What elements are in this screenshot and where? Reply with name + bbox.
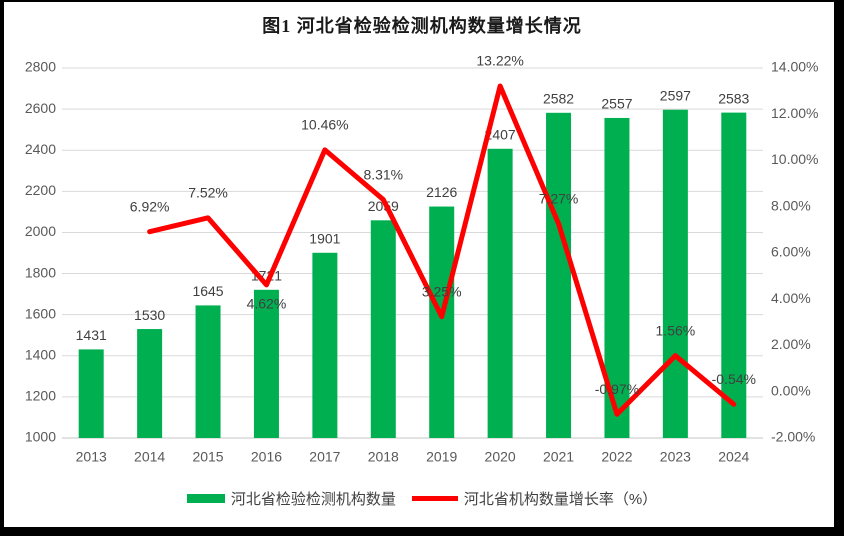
bar: [137, 329, 163, 438]
left-axis-tick-label: 1000: [25, 429, 56, 445]
bar-series-legend-label: 河北省检验检测机构数量: [230, 490, 396, 508]
left-axis-tick-label: 1200: [25, 388, 56, 404]
line-value-label: 6.92%: [130, 198, 170, 214]
frame-border-top: [0, 0, 844, 2]
x-axis-tick-label: 2018: [368, 449, 399, 465]
left-axis-tick-label: 1800: [25, 264, 56, 280]
left-axis-tick-label: 1400: [25, 346, 56, 362]
x-axis-tick-label: 2021: [543, 449, 574, 465]
left-axis-tick-label: 1600: [25, 305, 56, 321]
x-axis-tick-label: 2019: [426, 449, 457, 465]
bar-value-label: 2583: [718, 90, 749, 106]
frame-border-bottom: [0, 527, 844, 536]
chart-title: 图1 河北省检验检测机构数量增长情况: [262, 16, 582, 36]
bar: [312, 252, 338, 438]
x-axis-tick-label: 2015: [192, 449, 223, 465]
x-axis-tick-label: 2022: [601, 449, 632, 465]
line-value-label: 7.27%: [539, 190, 579, 206]
bar-value-label: 1530: [134, 307, 165, 323]
right-axis-tick-label: 8.00%: [771, 197, 811, 213]
bar-value-label: 1901: [309, 230, 340, 246]
bar: [370, 220, 396, 438]
growth-line: [147, 83, 737, 417]
right-axis-tick-label: 10.00%: [771, 151, 818, 167]
line-value-label: 1.56%: [656, 322, 696, 338]
x-axis-tick-label: 2024: [718, 449, 749, 465]
line-value-label: -0.97%: [595, 381, 639, 397]
left-axis-tick-label: 2200: [25, 182, 56, 198]
bar-value-label: 2582: [543, 91, 574, 107]
legend: 河北省检验检测机构数量 河北省机构数量增长率（%）: [0, 487, 844, 509]
right-axis-tick-label: 12.00%: [771, 105, 818, 121]
left-axis-tick-label: 2400: [25, 141, 56, 157]
line-value-label: 4.62%: [247, 296, 287, 312]
right-axis-tick-label: 4.00%: [771, 290, 811, 306]
right-axis-tick-label: 2.00%: [771, 336, 811, 352]
line-value-label: 10.46%: [301, 117, 348, 133]
line-value-label: -0.54%: [712, 371, 756, 387]
bar: [546, 112, 572, 439]
left-axis-tick-label: 2600: [25, 100, 56, 116]
right-axis-tick-label: 6.00%: [771, 244, 811, 260]
left-axis-tick-label: 2800: [25, 59, 56, 75]
frame-border-left: [0, 0, 4, 536]
bar-value-label: 1431: [76, 327, 107, 343]
right-axis-tick-label: 0.00%: [771, 382, 811, 398]
x-axis-tick-label: 2017: [309, 449, 340, 465]
right-axis-tick-label: -2.00%: [771, 429, 815, 445]
x-axis-tick-label: 2014: [134, 449, 165, 465]
frame-border-right: [834, 0, 844, 536]
bar: [487, 148, 513, 439]
x-axis-tick-label: 2016: [251, 449, 282, 465]
left-axis-tick-label: 2000: [25, 223, 56, 239]
bar-value-label: 1645: [192, 283, 223, 299]
right-axis-tick-label: 14.00%: [771, 59, 818, 75]
bar: [662, 109, 688, 438]
bar-series-swatch: [186, 493, 225, 503]
x-axis-tick-label: 2020: [485, 449, 516, 465]
bar: [195, 305, 221, 438]
bar: [253, 289, 279, 438]
line-value-label: 7.52%: [188, 185, 228, 201]
bar: [78, 349, 104, 438]
x-axis-tick-label: 2013: [76, 449, 107, 465]
bar: [429, 206, 455, 438]
line-series-swatch: [411, 495, 458, 501]
bar: [721, 112, 747, 438]
bar-value-label: 2407: [485, 126, 516, 142]
line-value-label: 8.31%: [363, 166, 403, 182]
x-axis-tick-label: 2023: [660, 449, 691, 465]
bar-value-label: 2557: [601, 96, 632, 112]
line-series-legend-label: 河北省机构数量增长率（%）: [463, 490, 658, 508]
line-value-label: 3.25%: [422, 283, 462, 299]
line-value-label: 13.22%: [476, 53, 523, 69]
bar-value-label: 2597: [660, 87, 691, 103]
bar-value-label: 2126: [426, 184, 457, 200]
